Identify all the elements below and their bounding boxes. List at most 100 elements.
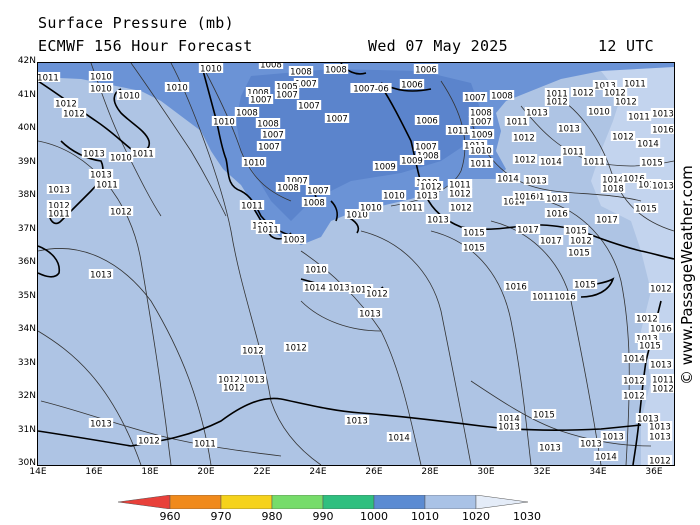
pressure-value-label: 1012: [447, 188, 473, 200]
pressure-value-label: 1013: [46, 184, 72, 196]
pressure-value-label: 1012: [108, 206, 134, 218]
svg-text:1015: 1015: [533, 411, 555, 421]
svg-text:1008: 1008: [257, 120, 279, 130]
pressure-value-label: 1009: [399, 155, 425, 167]
svg-text:1011: 1011: [447, 127, 469, 137]
svg-text:1015: 1015: [638, 181, 660, 191]
pressure-value-label: 1015: [637, 340, 663, 352]
svg-text:1012: 1012: [48, 202, 70, 212]
pressure-value-label: 1008: [255, 118, 281, 130]
svg-text:1008: 1008: [303, 199, 325, 209]
svg-text:1015: 1015: [641, 159, 663, 169]
svg-text:1013: 1013: [90, 420, 112, 430]
pressure-value-label: 1015: [566, 247, 592, 259]
svg-text:1013: 1013: [652, 110, 674, 120]
pressure-value-label: 1015: [461, 242, 487, 254]
pressure-value-label: 1013: [592, 80, 618, 92]
pressure-value-label: 1013: [648, 359, 674, 371]
svg-text:1013: 1013: [539, 444, 561, 454]
svg-text:1017: 1017: [540, 237, 562, 247]
svg-text:1006: 1006: [416, 117, 438, 127]
svg-text:1007: 1007: [307, 187, 329, 197]
pressure-value-label: 1013: [241, 374, 267, 386]
latitude-label: 38N: [17, 190, 36, 200]
svg-text:1012: 1012: [615, 98, 637, 108]
pressure-value-label: 1012: [283, 342, 309, 354]
pressure-value-label: 1010: [88, 71, 114, 83]
svg-text:1008: 1008: [236, 109, 258, 119]
pressure-value-label: 1013: [544, 193, 570, 205]
svg-text:1007: 1007: [295, 80, 317, 90]
pressure-value-label: 1007-06: [350, 83, 392, 95]
latitude-label: 31N: [17, 424, 36, 435]
svg-text:1012: 1012: [570, 237, 592, 247]
svg-text:1015: 1015: [528, 193, 550, 203]
svg-text:1011: 1011: [257, 226, 279, 236]
svg-text:1013: 1013: [90, 171, 112, 181]
svg-text:1011: 1011: [96, 181, 118, 191]
svg-text:1016: 1016: [623, 175, 645, 185]
svg-text:1013: 1013: [416, 192, 438, 202]
svg-text:1010: 1010: [360, 204, 382, 214]
pressure-value-label: 1013: [647, 421, 673, 433]
svg-text:1003: 1003: [283, 236, 305, 246]
svg-text:1011: 1011: [132, 150, 154, 160]
pressure-value-label: 1007: [284, 175, 310, 187]
svg-text:1014: 1014: [540, 158, 562, 168]
pressure-value-label: 1013: [556, 123, 582, 135]
svg-text:1011: 1011: [624, 80, 646, 90]
svg-text:1007: 1007: [464, 94, 486, 104]
pressure-value-label: 1008: [245, 87, 271, 99]
svg-text:1010: 1010: [213, 118, 235, 128]
pressure-value-label: 1012: [348, 284, 374, 296]
svg-text:1013: 1013: [525, 177, 547, 187]
pressure-value-label: 1011: [192, 438, 218, 450]
pressure-value-label: 1015: [526, 191, 552, 203]
pressure-value-label: 1015: [633, 203, 659, 215]
svg-text:1011: 1011: [652, 376, 674, 386]
svg-text:1007-06: 1007-06: [353, 85, 389, 95]
svg-text:1012: 1012: [514, 156, 536, 166]
svg-text:1011: 1011: [628, 113, 650, 123]
pressure-value-label: 1008: [288, 66, 314, 78]
svg-text:1011: 1011: [194, 440, 216, 450]
svg-text:1012: 1012: [546, 98, 568, 108]
pressure-value-label: 1007: [324, 113, 350, 125]
pressure-value-label: 1005: [274, 81, 300, 93]
pressure-value-label: 1012: [512, 154, 538, 166]
credit-text: © www.PassageWeather.com: [678, 165, 696, 385]
pressure-value-label: 1008: [301, 197, 327, 209]
colorbar-segment: [373, 495, 426, 509]
pressure-value-label: 1012: [634, 313, 660, 325]
pressure-value-label: 1014: [621, 353, 647, 365]
svg-text:1011: 1011: [562, 148, 584, 158]
svg-text:1016: 1016: [505, 283, 527, 293]
colorbar-high-arrow: [475, 495, 529, 509]
svg-text:1017: 1017: [517, 226, 539, 236]
svg-text:1007: 1007: [250, 96, 272, 106]
longitude-label: 28E: [421, 467, 439, 477]
svg-text:1014: 1014: [637, 140, 659, 150]
longitude-label: 18E: [141, 467, 159, 477]
svg-text:1007: 1007: [470, 118, 492, 128]
svg-text:1014: 1014: [595, 453, 617, 463]
svg-text:1013: 1013: [48, 186, 70, 196]
pressure-value-label: 1013: [414, 190, 440, 202]
pressure-value-label: 1013: [647, 431, 673, 443]
pressure-value-label: 1011: [544, 88, 570, 100]
pressure-value-label: 1011: [468, 158, 494, 170]
pressure-value-label: 1012: [53, 98, 79, 110]
svg-text:1006: 1006: [401, 81, 423, 91]
colorbar-segment: [271, 495, 324, 509]
pressure-value-label: 1012: [621, 375, 647, 387]
latitude-label: 32N: [17, 391, 36, 401]
longitude-label: 16E: [85, 467, 103, 477]
latitude-label: 40N: [17, 123, 36, 133]
svg-text:1014: 1014: [602, 176, 624, 186]
svg-text:1013: 1013: [649, 433, 671, 443]
colorbar-label: 970: [210, 510, 232, 523]
svg-text:1015: 1015: [635, 205, 657, 215]
svg-text:1012: 1012: [63, 110, 85, 120]
svg-text:1007: 1007: [286, 177, 308, 187]
longitude-label: 20E: [197, 467, 215, 477]
